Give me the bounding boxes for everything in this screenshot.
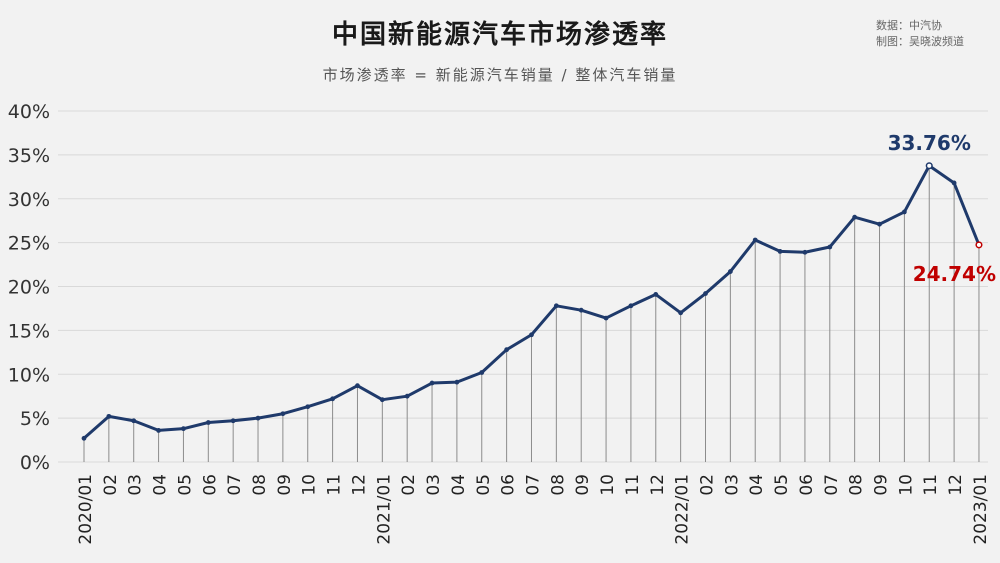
x-tick-label: 08 xyxy=(847,474,867,496)
x-tick-label: 07 xyxy=(225,474,245,496)
x-tick-label: 11 xyxy=(623,474,643,496)
data-point xyxy=(901,209,907,215)
x-tick-label: 02 xyxy=(101,474,121,496)
y-tick-label: 20% xyxy=(8,277,50,299)
x-tick-label: 08 xyxy=(250,474,270,496)
x-tick-label: 2023/01 xyxy=(971,474,991,545)
data-point xyxy=(852,214,858,220)
x-tick-label: 07 xyxy=(523,474,543,496)
data-point-highlight xyxy=(975,241,983,249)
x-tick-label: 08 xyxy=(548,474,568,496)
data-point xyxy=(603,315,609,321)
x-tick-label: 10 xyxy=(598,474,618,496)
data-point xyxy=(106,413,112,419)
data-point xyxy=(379,397,385,403)
y-tick-label: 10% xyxy=(8,364,50,386)
x-tick-label: 10 xyxy=(300,474,320,496)
data-point xyxy=(305,404,311,410)
data-label: 24.74% xyxy=(913,262,996,286)
y-tick-label: 30% xyxy=(8,189,50,211)
data-point xyxy=(255,415,261,421)
x-tick-label: 09 xyxy=(275,474,295,496)
x-tick-label: 05 xyxy=(772,474,792,496)
data-point xyxy=(553,303,559,309)
data-point xyxy=(355,383,360,389)
x-tick-label: 05 xyxy=(474,474,494,496)
data-point xyxy=(678,310,684,316)
data-point xyxy=(81,435,87,441)
x-tick-label: 12 xyxy=(349,474,369,496)
data-point xyxy=(578,307,584,313)
data-point xyxy=(653,291,659,297)
x-tick-label: 02 xyxy=(698,474,718,496)
data-point xyxy=(529,332,534,338)
data-point xyxy=(280,411,286,417)
data-point xyxy=(703,291,708,296)
x-tick-label: 11 xyxy=(325,474,345,496)
y-tick-label: 35% xyxy=(8,145,50,167)
x-tick-label: 2022/01 xyxy=(673,474,693,545)
x-tick-label: 11 xyxy=(921,474,941,496)
y-tick-label: 25% xyxy=(8,233,50,255)
x-tick-label: 06 xyxy=(499,474,519,496)
data-point xyxy=(404,393,410,399)
x-tick-label: 04 xyxy=(151,474,171,496)
x-tick-label: 04 xyxy=(747,474,767,496)
x-tick-label: 03 xyxy=(424,474,444,496)
source-line: 数据：中汽协 xyxy=(876,19,942,32)
data-point xyxy=(156,428,161,433)
x-tick-label: 03 xyxy=(722,474,742,496)
x-tick-label: 2020/01 xyxy=(76,474,96,545)
x-tick-label: 07 xyxy=(822,474,842,496)
y-tick-label: 5% xyxy=(20,408,50,430)
data-point xyxy=(727,269,733,274)
data-point xyxy=(752,237,758,243)
data-point xyxy=(504,347,510,353)
data-point xyxy=(205,420,211,425)
data-point xyxy=(454,379,460,385)
data-point xyxy=(777,249,783,254)
x-tick-label: 03 xyxy=(126,474,146,496)
x-tick-label: 09 xyxy=(872,474,892,496)
x-tick-label: 06 xyxy=(797,474,817,496)
data-point-highlight xyxy=(925,162,933,170)
x-tick-label: 10 xyxy=(896,474,916,496)
x-tick-label: 02 xyxy=(399,474,419,496)
data-point xyxy=(479,370,485,375)
data-point xyxy=(877,221,882,227)
data-point xyxy=(131,418,137,424)
data-point xyxy=(951,180,957,186)
y-tick-label: 0% xyxy=(20,452,50,474)
x-tick-label: 06 xyxy=(200,474,220,496)
data-label: 33.76% xyxy=(888,131,971,155)
data-point xyxy=(330,396,335,402)
x-tick-label: 2021/01 xyxy=(374,474,394,545)
data-point xyxy=(827,244,833,250)
data-point xyxy=(802,249,808,255)
y-tick-label: 15% xyxy=(8,320,50,342)
x-tick-label: 05 xyxy=(175,474,195,496)
source-note: 数据：中汽协 制图：吴晓波频道 xyxy=(876,18,964,50)
maker-line: 制图：吴晓波频道 xyxy=(876,35,964,48)
x-tick-label: 12 xyxy=(648,474,668,496)
chart-title: 中国新能源汽车市场渗透率 xyxy=(331,20,668,50)
x-tick-label: 04 xyxy=(449,474,469,496)
data-point xyxy=(230,418,236,424)
data-point xyxy=(181,426,186,432)
x-tick-label: 12 xyxy=(946,474,966,496)
data-point xyxy=(628,303,634,309)
chart-subtitle: 市场渗透率 = 新能源汽车销量 / 整体汽车销量 xyxy=(322,66,678,84)
y-tick-label: 40% xyxy=(8,101,50,123)
data-point xyxy=(429,380,435,386)
x-tick-label: 09 xyxy=(573,474,593,496)
